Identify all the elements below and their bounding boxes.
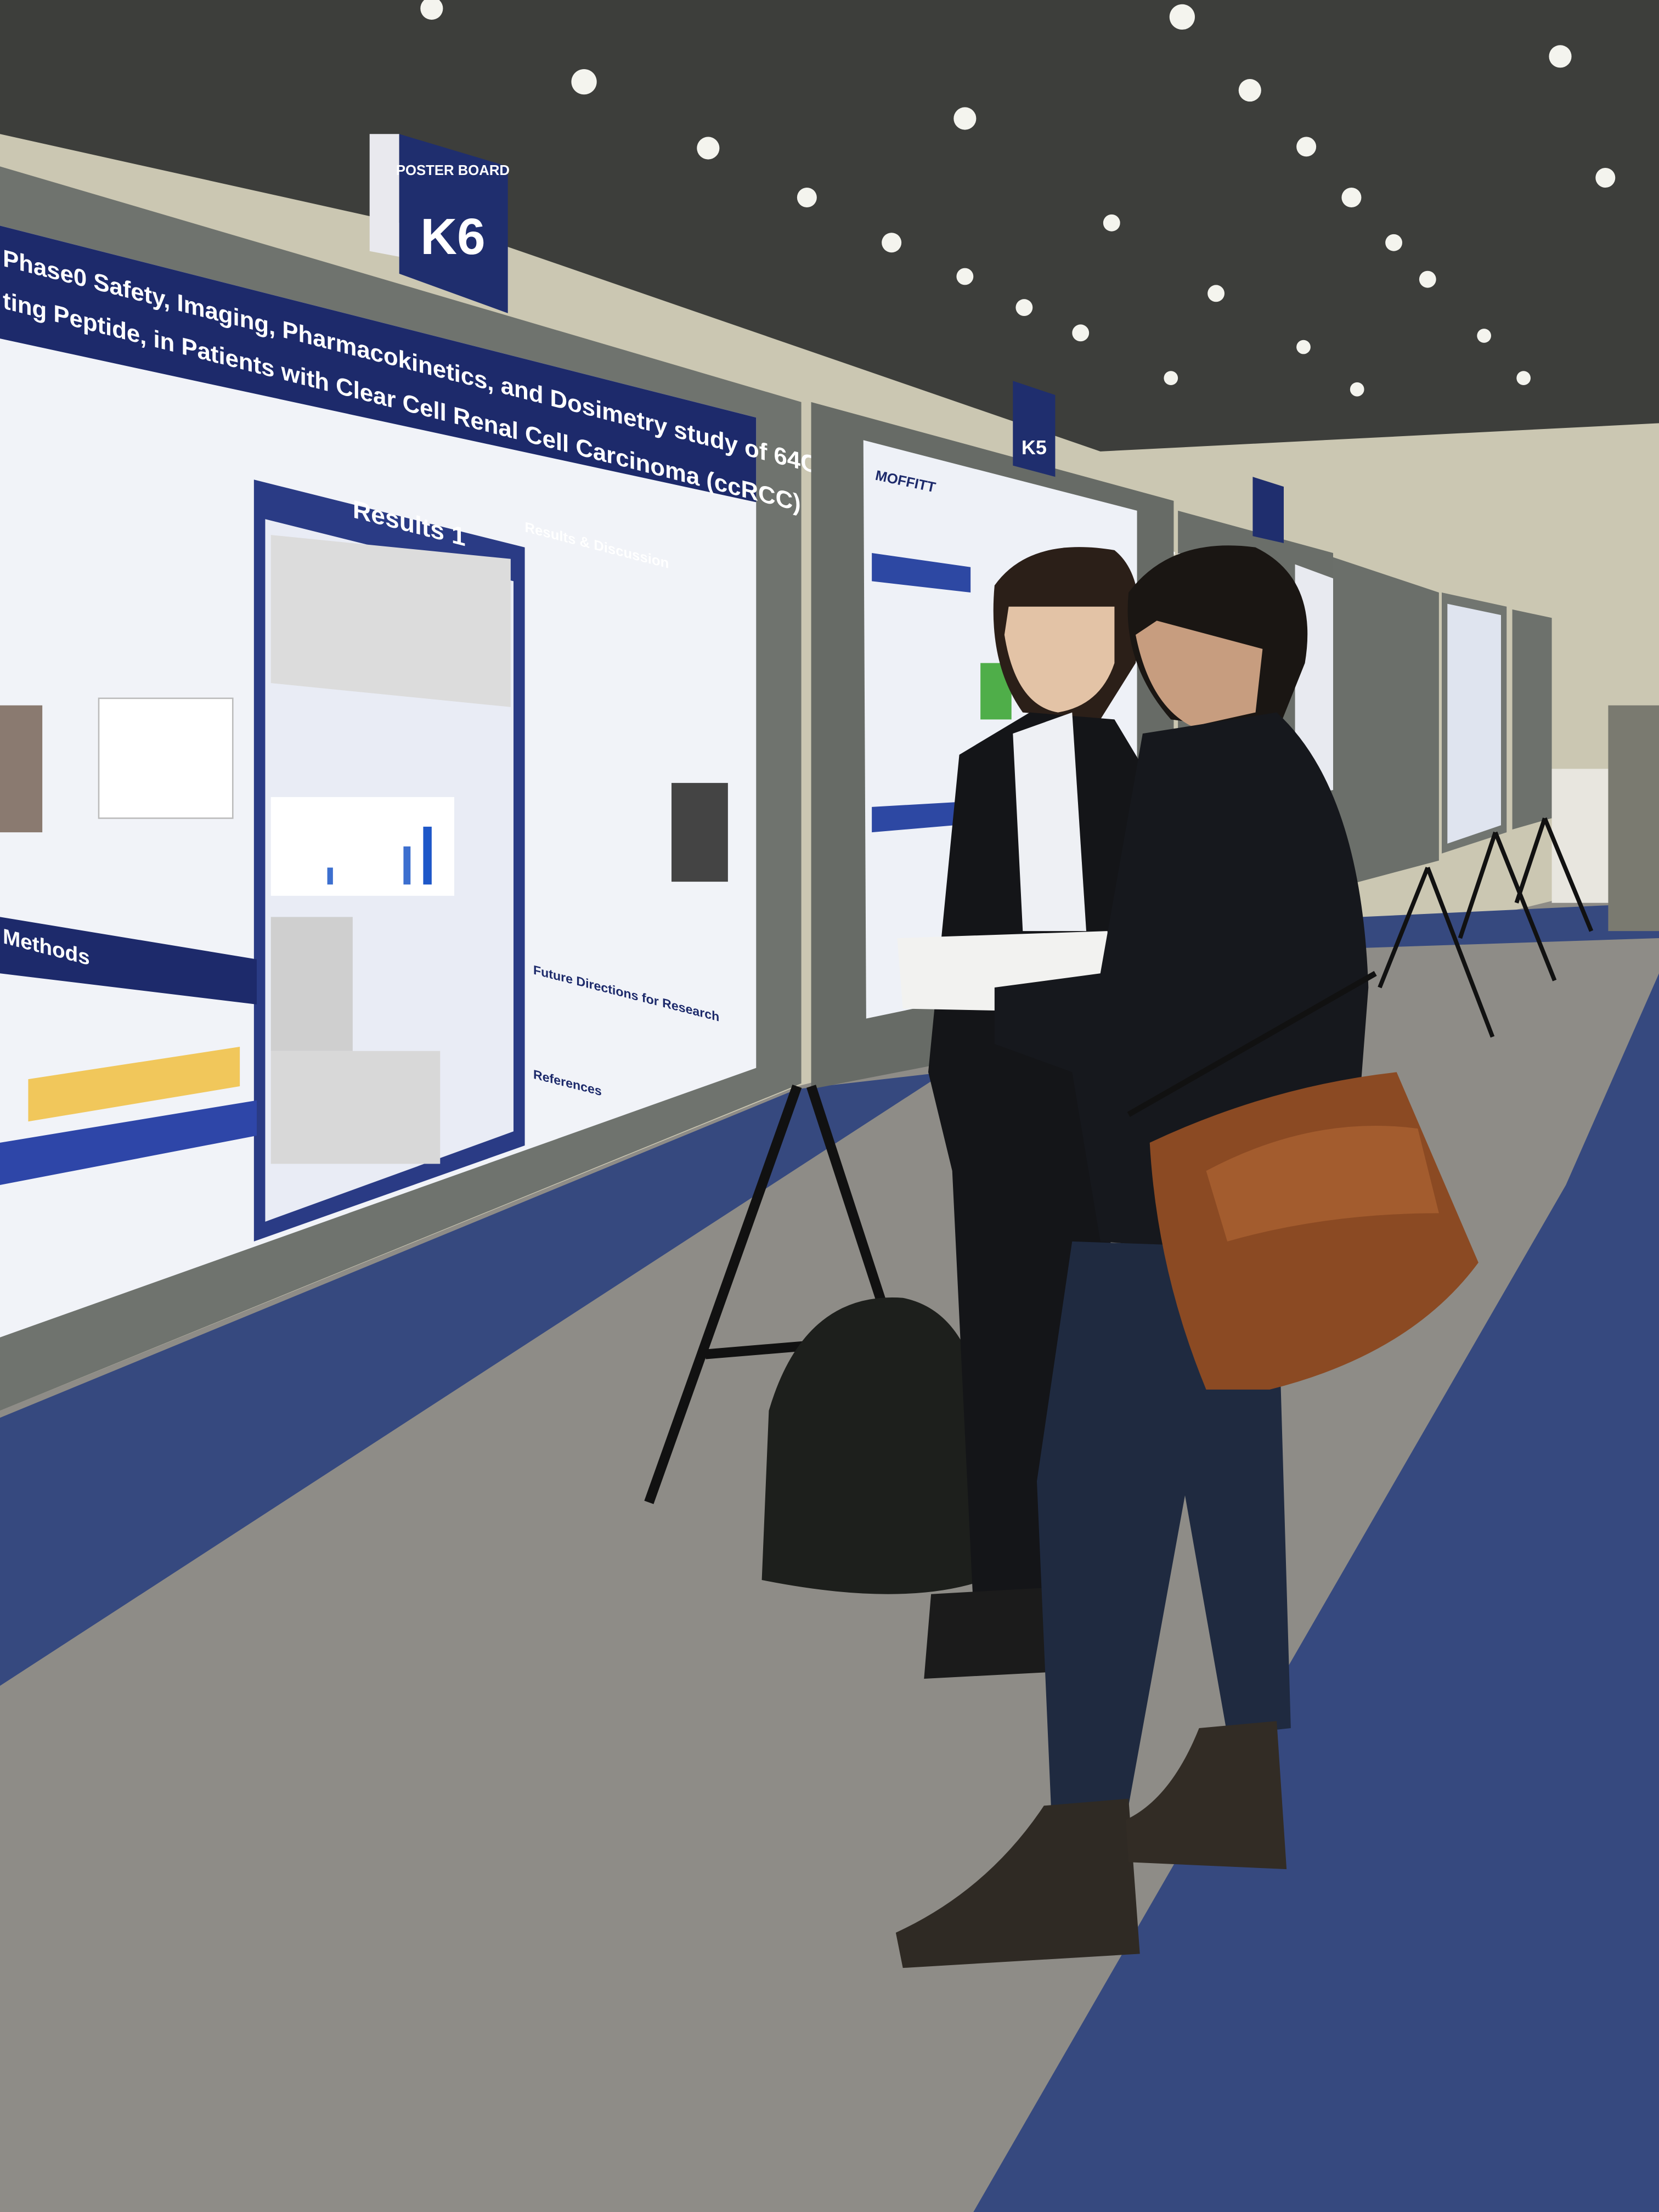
light xyxy=(420,0,443,20)
far-board xyxy=(1333,557,1439,889)
light xyxy=(571,69,597,95)
stand-leg xyxy=(1514,817,1547,904)
stand-leg xyxy=(644,1084,802,1504)
light xyxy=(953,107,977,130)
light xyxy=(697,137,720,160)
figure-bar xyxy=(423,826,432,885)
figure xyxy=(672,783,728,882)
poster-arrow xyxy=(0,1100,257,1185)
light xyxy=(1296,137,1317,157)
sign-code: K5 xyxy=(1022,436,1047,459)
light xyxy=(1385,234,1402,251)
person-face xyxy=(1136,620,1263,727)
bag-strap xyxy=(1127,970,1377,1117)
figure xyxy=(98,697,234,819)
figure xyxy=(270,1051,441,1164)
poster-board-sign xyxy=(1013,381,1056,477)
light xyxy=(956,268,974,285)
stand-leg xyxy=(1493,831,1557,981)
light xyxy=(1072,324,1090,342)
poster-section-band xyxy=(872,801,971,833)
sign-code: K6 xyxy=(420,208,485,265)
far-board xyxy=(1512,609,1552,830)
poster-section-band xyxy=(0,917,257,1005)
light xyxy=(1477,329,1491,343)
poster-board-sign xyxy=(399,134,508,313)
light xyxy=(1549,45,1572,68)
person-boot xyxy=(1126,1721,1287,1870)
carpet-right xyxy=(973,973,1659,2212)
light xyxy=(1516,371,1531,385)
backpack xyxy=(761,1297,985,1594)
sign-label: POSTER BOARD xyxy=(396,163,510,178)
figure xyxy=(270,535,511,707)
person-shirt xyxy=(1013,712,1086,932)
far-poster xyxy=(1447,603,1501,844)
light xyxy=(1350,382,1364,397)
figure-bar xyxy=(403,846,411,885)
light xyxy=(1238,79,1261,102)
sign-edge xyxy=(369,134,399,257)
person-boot xyxy=(895,1798,1140,1968)
figure xyxy=(270,917,353,1051)
light xyxy=(1341,188,1362,207)
light xyxy=(1015,299,1033,316)
far-person xyxy=(1608,705,1659,932)
light xyxy=(1296,340,1311,354)
easel-stand xyxy=(1378,817,1594,1038)
light xyxy=(1419,270,1436,288)
stand-leg xyxy=(1425,867,1495,1038)
light xyxy=(797,188,817,207)
light xyxy=(1164,371,1178,385)
poster-highlight xyxy=(28,1047,240,1122)
stand-leg xyxy=(1543,817,1594,932)
light xyxy=(1169,4,1195,30)
ceiling-lights xyxy=(420,0,1616,397)
poster-board-sign xyxy=(1252,477,1284,543)
stand-leg xyxy=(1378,866,1430,989)
person-shoe xyxy=(924,1587,1058,1679)
poster-title-band xyxy=(0,225,757,503)
stand-leg xyxy=(1458,831,1498,939)
light xyxy=(1595,168,1616,188)
poster-figures xyxy=(0,535,728,1164)
figure-bar xyxy=(327,867,333,885)
poster-section-band xyxy=(872,553,971,592)
light xyxy=(1103,214,1120,232)
light xyxy=(1207,285,1224,302)
bag-flap xyxy=(1206,1126,1439,1242)
figure xyxy=(0,705,43,833)
ceiling xyxy=(0,0,1659,452)
light xyxy=(882,233,902,253)
person-face xyxy=(1004,606,1115,713)
